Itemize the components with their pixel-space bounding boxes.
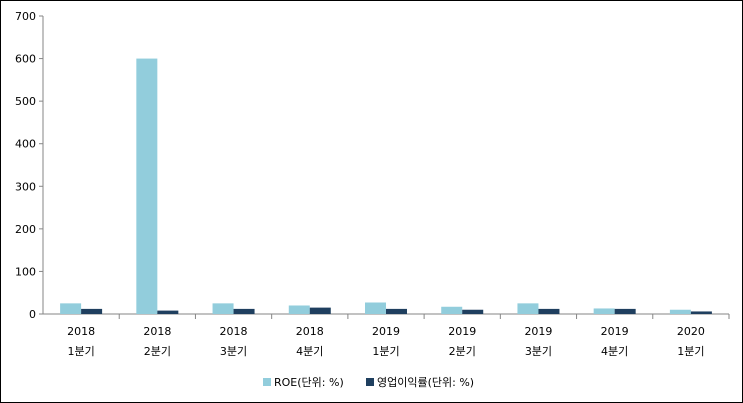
- y-axis: 0 100 200 300 400 500 600 700: [15, 10, 44, 321]
- x-tick-label-year: 2019: [524, 325, 552, 338]
- legend-operating-margin: 영업이익률(단위: %): [366, 376, 474, 389]
- x-tick-label-quarter: 4분기: [601, 345, 628, 358]
- legend-label: ROE(단위: %): [274, 376, 344, 389]
- x-tick-label-quarter: 4분기: [296, 345, 323, 358]
- x-tick-label-year: 2019: [448, 325, 476, 338]
- bar-operating-margin: [157, 310, 179, 314]
- x-tick-label-quarter: 1분기: [67, 345, 94, 358]
- bar-operating-margin: [462, 309, 484, 314]
- y-tick-label: 0: [29, 308, 36, 321]
- x-tick-label-year: 2018: [143, 325, 171, 338]
- bar-roe: [593, 308, 615, 314]
- x-tick-label-year: 2019: [601, 325, 629, 338]
- bar-roe: [136, 58, 158, 315]
- legend-swatch: [366, 378, 374, 386]
- x-tick-label-quarter: 2분기: [449, 345, 476, 358]
- x-axis: 2018 1분기 2018 2분기 2018 3분기 2018 4분기 2019 1분기 2019 2…: [43, 313, 730, 358]
- x-tick-label-quarter: 3분기: [220, 345, 247, 358]
- x-tick-label-year: 2018: [296, 325, 324, 338]
- y-tick-label: 200: [15, 223, 36, 236]
- y-tick-label: 400: [15, 138, 36, 151]
- bar-roe: [669, 309, 691, 314]
- bar-operating-margin: [233, 308, 255, 314]
- x-tick-label-quarter: 2분기: [144, 345, 171, 358]
- legend-swatch: [263, 378, 271, 386]
- bar-roe: [60, 303, 82, 314]
- bar-operating-margin: [690, 311, 712, 314]
- legend: ROE(단위: %) 영업이익률(단위: %): [263, 376, 474, 389]
- y-tick-label: 600: [15, 53, 36, 66]
- bar-operating-margin: [614, 308, 636, 314]
- bar-operating-margin: [386, 308, 407, 314]
- bars: [60, 58, 712, 315]
- x-tick-label-year: 2018: [67, 325, 95, 338]
- bar-operating-margin: [309, 307, 331, 314]
- y-tick-label: 500: [15, 95, 36, 108]
- y-tick-label: 700: [15, 10, 36, 23]
- x-tick-label-quarter: 1분기: [677, 345, 704, 358]
- y-tick-label: 100: [15, 265, 36, 278]
- bar-roe: [288, 305, 310, 314]
- x-tick-label-year: 2019: [372, 325, 400, 338]
- legend-roe: ROE(단위: %): [263, 376, 344, 389]
- x-tick-label-quarter: 3분기: [525, 345, 552, 358]
- bar-operating-margin: [81, 308, 103, 314]
- y-tick-label: 300: [15, 180, 36, 193]
- x-tick-label-year: 2020: [677, 325, 705, 338]
- legend-label: 영업이익률(단위: %): [377, 376, 474, 389]
- x-tick-label-year: 2018: [220, 325, 248, 338]
- bar-roe: [365, 302, 386, 314]
- bar-roe: [441, 306, 463, 314]
- x-tick-label-quarter: 1분기: [372, 345, 399, 358]
- bar-roe: [212, 303, 234, 314]
- bar-roe: [517, 303, 539, 314]
- bar-operating-margin: [538, 308, 560, 314]
